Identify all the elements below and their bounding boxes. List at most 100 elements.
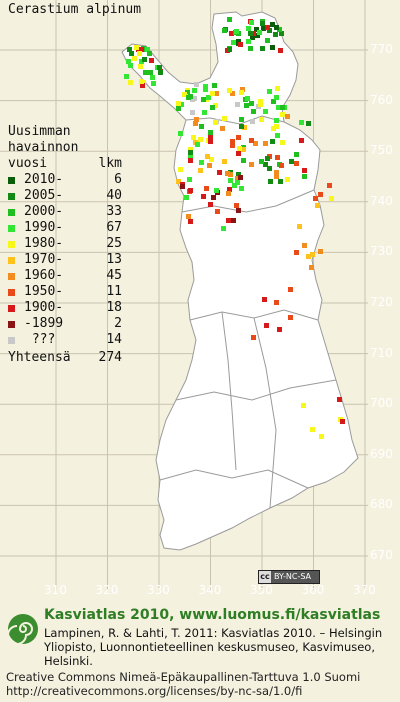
observation-square — [137, 51, 142, 56]
y-tick-label: 760 — [370, 92, 393, 107]
observation-square — [188, 219, 193, 224]
observation-square — [257, 30, 262, 35]
observation-square — [240, 87, 245, 92]
legend-row: 1970- 13 — [8, 252, 122, 268]
legend-label: 1970- — [24, 252, 64, 267]
observation-square — [228, 172, 233, 177]
observation-square — [285, 114, 290, 119]
legend-swatch — [8, 288, 15, 296]
y-tick-label: 680 — [370, 497, 393, 512]
observation-square — [145, 47, 150, 52]
observation-square — [194, 82, 199, 87]
observation-square — [267, 89, 272, 94]
observation-square — [227, 187, 232, 192]
y-tick-label: 770 — [370, 42, 393, 56]
observation-square — [157, 65, 162, 70]
observation-square — [329, 196, 334, 201]
observation-square — [139, 59, 144, 64]
observation-square — [212, 83, 217, 88]
observation-square — [187, 177, 192, 182]
legend-count: 45 — [106, 268, 122, 283]
observation-square — [176, 106, 181, 111]
legend-swatch — [8, 272, 15, 280]
observation-square — [241, 158, 246, 163]
legend-label: 1950- — [24, 284, 64, 299]
y-tick-label: 750 — [370, 143, 393, 158]
observation-square — [310, 252, 315, 257]
observation-square — [220, 126, 225, 131]
observation-square — [260, 46, 265, 51]
observation-square — [126, 59, 131, 64]
observation-square — [128, 63, 133, 68]
observation-square — [297, 224, 302, 229]
observation-square — [280, 105, 285, 110]
observation-square — [124, 74, 129, 79]
observation-square — [268, 179, 273, 184]
observation-square — [188, 147, 193, 152]
observation-square — [251, 31, 256, 36]
observation-square — [259, 117, 264, 122]
observation-square — [201, 194, 206, 199]
legend-count: 6 — [114, 172, 122, 187]
kasviatlas-logo-icon — [7, 614, 38, 645]
observation-square — [301, 403, 306, 408]
finland-map — [0, 0, 368, 590]
observation-square — [249, 101, 254, 106]
observation-square — [205, 154, 210, 159]
legend-label: ??? — [24, 332, 56, 347]
observation-square — [128, 80, 133, 85]
legend-swatch — [8, 336, 15, 344]
cc-license-badge[interactable]: cc BY-NC-SA — [258, 570, 320, 584]
legend-count: 67 — [106, 220, 122, 235]
legend-label: 1960- — [24, 268, 64, 283]
observation-square — [238, 175, 243, 180]
observation-square — [209, 157, 214, 162]
legend-swatch — [8, 256, 15, 264]
x-tick-label: 370 — [353, 583, 376, 597]
observation-square — [208, 202, 213, 207]
observation-square — [176, 101, 181, 106]
legend-label: 1980- — [24, 236, 64, 251]
observation-square — [236, 151, 241, 156]
finland-land — [121, 11, 359, 551]
observation-square — [274, 170, 279, 175]
legend-swatch — [8, 304, 15, 312]
observation-square — [264, 323, 269, 328]
legend: Uusimman havainnon vuosi lkm 2010- 6 2005-… — [8, 124, 122, 366]
observation-square — [270, 45, 275, 50]
observation-square — [294, 161, 299, 166]
observation-square — [319, 434, 324, 439]
observation-square — [288, 315, 293, 320]
observation-square — [129, 51, 134, 56]
observation-square — [139, 47, 144, 52]
observation-square — [158, 70, 163, 75]
observation-square — [204, 186, 209, 191]
observation-square — [275, 133, 280, 138]
observation-square — [213, 120, 218, 125]
observation-square — [139, 79, 144, 84]
observation-square — [318, 192, 323, 197]
observation-square — [258, 99, 263, 104]
observation-square — [244, 103, 249, 108]
observation-points — [124, 17, 345, 439]
region-borders — [159, 115, 337, 509]
observation-square — [180, 184, 185, 189]
observation-square — [235, 102, 240, 107]
y-tick-label: 710 — [370, 345, 393, 360]
observation-square — [234, 203, 239, 208]
observation-square — [263, 141, 268, 146]
legend-count: 2 — [114, 316, 122, 331]
observation-square — [274, 118, 279, 123]
y-tick-label: 720 — [370, 295, 393, 309]
observation-square — [236, 172, 241, 177]
observation-square — [221, 226, 226, 231]
observation-square — [208, 134, 213, 139]
license-url[interactable]: http://creativecommons.org/licenses/by-n… — [6, 684, 303, 698]
observation-square — [280, 140, 285, 145]
legend-count: 13 — [106, 252, 122, 267]
observation-square — [148, 70, 153, 75]
observation-square — [340, 419, 345, 424]
observation-square — [195, 142, 200, 147]
observation-square — [178, 131, 183, 136]
legend-count: 40 — [106, 188, 122, 203]
